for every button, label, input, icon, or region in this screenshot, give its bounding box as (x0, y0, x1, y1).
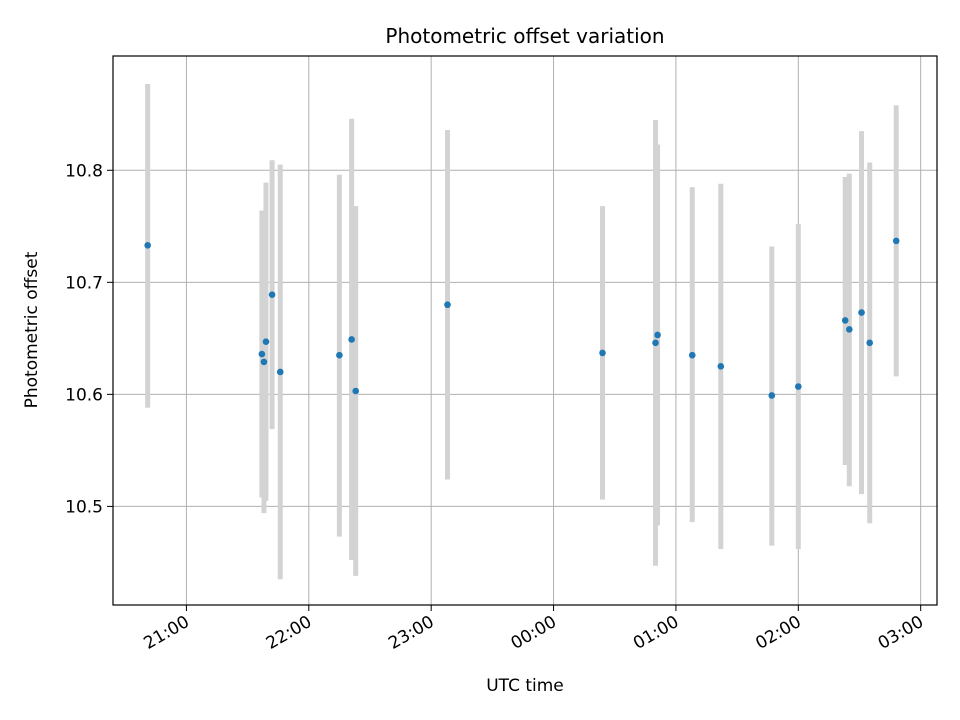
data-point (866, 339, 873, 347)
y-tick-label: 10.8 (65, 161, 103, 181)
y-axis-label: Photometric offset (22, 251, 42, 408)
x-axis-label: UTC time (486, 676, 564, 696)
data-point (144, 242, 151, 249)
data-point (841, 317, 849, 324)
data-point (654, 331, 661, 339)
plot-frame (112, 55, 938, 606)
data-point (717, 363, 725, 370)
data-point (444, 301, 451, 309)
data-point (845, 326, 853, 333)
chart-title: Photometric offset variation (385, 24, 664, 48)
data-point (262, 338, 270, 346)
data-point (858, 309, 865, 316)
data-point (892, 237, 900, 245)
data-point (258, 350, 266, 358)
data-point (352, 387, 360, 395)
data-point (768, 392, 776, 399)
data-point (268, 291, 276, 298)
data-point (795, 383, 802, 390)
data-point (599, 349, 606, 357)
data-point (336, 351, 343, 359)
data-point (688, 351, 696, 359)
data-points (144, 237, 900, 399)
data-point (652, 339, 659, 347)
data-point (276, 368, 284, 376)
y-tick-label: 10.7 (65, 273, 103, 293)
y-tick-label: 10.5 (65, 497, 103, 517)
data-point (348, 336, 355, 343)
data-point (260, 358, 268, 366)
y-tick-label: 10.6 (65, 385, 103, 405)
y-axis: 10.5 10.6 10.7 10.8 (65, 161, 113, 517)
